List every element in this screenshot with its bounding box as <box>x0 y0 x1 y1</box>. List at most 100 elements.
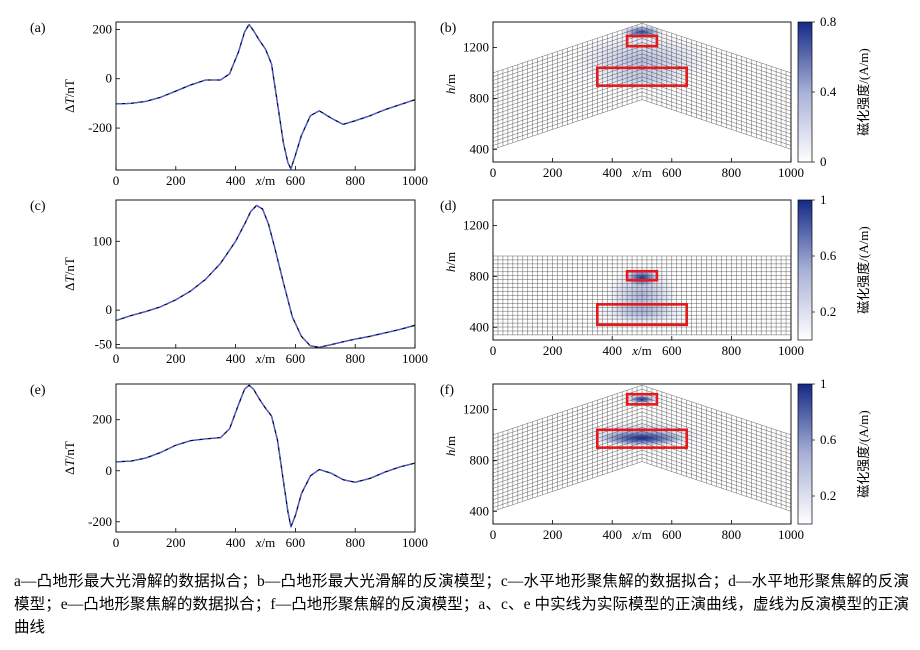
panel-label-d: (d) <box>440 199 457 214</box>
colorbar-d: 0.2 0.6 1 磁化强度/(A/m) <box>797 192 871 341</box>
true-model-box <box>625 269 659 282</box>
dashed-curve-a <box>116 23 415 170</box>
x-tick-label: 1000 <box>402 173 428 188</box>
x-axis-label-b: x/m <box>631 165 652 180</box>
axes-frame-f <box>492 383 792 525</box>
x-tick-label: 200 <box>166 173 186 188</box>
y-tick-label: 1200 <box>463 39 489 54</box>
x-tick-label: 0 <box>113 173 120 188</box>
colorbar-gradient <box>797 21 813 163</box>
true-model-box <box>595 303 688 327</box>
y-axis-label-c: ΔT/nT <box>62 257 77 291</box>
colorbar-title: 磁化强度/(A/m) <box>856 410 871 497</box>
x-tick-label: 600 <box>662 527 682 542</box>
x-tick-label: 200 <box>543 343 563 358</box>
x-tick-label: 400 <box>602 165 622 180</box>
x-axis-label-a: x/m <box>255 173 276 188</box>
y-axis-label-e: ΔT/nT <box>62 441 77 475</box>
x-tick-label: 0 <box>490 527 497 542</box>
y-tick-label: 200 <box>93 412 113 427</box>
x-tick-label: 0 <box>490 165 497 180</box>
x-tick-label: 200 <box>543 527 563 542</box>
y-tick-label: -50 <box>95 337 112 352</box>
figure-caption: a—凸地形最大光滑解的数据拟合；b—凸地形最大光滑解的反演模型；c—水平地形聚焦… <box>14 573 909 636</box>
y-tick-label: 400 <box>470 319 490 334</box>
x-tick-label: 600 <box>662 343 682 358</box>
y-axis-label-d: h/m <box>443 252 458 272</box>
colorbar-tick-label: 0.8 <box>820 14 836 29</box>
solid-curve-c <box>116 204 415 348</box>
x-tick-label: 200 <box>543 165 563 180</box>
colorbar-b: 0 0.4 0.8 磁化强度/(A/m) <box>797 14 871 169</box>
colorbar-gradient <box>797 199 813 341</box>
x-tick-label: 800 <box>345 535 365 550</box>
mesh-line <box>493 453 791 504</box>
x-tick-label: 200 <box>166 535 186 550</box>
magnetization-body <box>579 420 705 449</box>
x-tick-label: 1000 <box>402 351 428 366</box>
axes-frame-b <box>492 21 792 163</box>
plot-area-f <box>493 385 791 512</box>
x-axis-label-e: x/m <box>255 535 276 550</box>
mesh-line <box>493 415 791 466</box>
x-axis-label-d: x/m <box>631 343 652 358</box>
colorbar-title: 磁化强度/(A/m) <box>856 48 871 135</box>
y-axis-label-f: h/m <box>443 436 458 456</box>
mesh-line <box>493 449 791 501</box>
x-tick-label: 400 <box>602 343 622 358</box>
mesh-line <box>493 407 791 459</box>
x-tick-label: 400 <box>602 527 622 542</box>
y-axis-label-a: ΔT/nT <box>62 79 77 113</box>
dashed-curve-c <box>116 204 415 348</box>
x-tick-label: 600 <box>286 351 306 366</box>
x-tick-label: 600 <box>286 173 306 188</box>
x-tick-label: 1000 <box>778 165 804 180</box>
plot-area-a <box>116 23 415 170</box>
y-tick-label: 800 <box>470 268 490 283</box>
x-axis-label-f: x/m <box>631 527 652 542</box>
x-tick-label: 0 <box>113 535 120 550</box>
x-tick-label: 800 <box>722 527 742 542</box>
colorbar-gradient <box>797 383 813 525</box>
solid-curve-e <box>116 384 415 528</box>
x-tick-label: 1000 <box>778 527 804 542</box>
colorbar-title: 磁化强度/(A/m) <box>856 226 871 313</box>
plot-area-c <box>116 204 415 348</box>
axes-frame-e <box>115 383 416 533</box>
true-model-box <box>595 428 688 449</box>
true-model-box <box>625 392 659 406</box>
x-tick-label: 800 <box>722 165 742 180</box>
panel-label-c: (c) <box>30 199 46 214</box>
x-tick-label: 0 <box>113 351 120 366</box>
panel-f: (f)0 200 400 600 800 10004008001200x/mh/m0.20… <box>440 376 871 542</box>
mesh-line <box>493 23 791 74</box>
axes-frame-a <box>115 21 416 171</box>
x-tick-label: 400 <box>226 535 246 550</box>
axes-frame-d <box>492 199 792 341</box>
panel-label-e: (e) <box>30 383 46 398</box>
mesh-line <box>493 95 791 146</box>
x-tick-label: 200 <box>166 351 186 366</box>
y-tick-label: -200 <box>88 514 112 529</box>
colorbar-tick-label: 0.2 <box>820 304 836 319</box>
y-tick-label: 800 <box>470 452 490 467</box>
colorbar-f: 0.2 0.6 1 磁化强度/(A/m) <box>797 376 871 525</box>
plot-area-e <box>116 384 415 528</box>
colorbar-tick-label: 0 <box>820 154 827 169</box>
y-tick-label: 0 <box>106 71 113 86</box>
colorbar-tick-label: 1 <box>820 192 827 207</box>
x-tick-label: 400 <box>226 351 246 366</box>
x-tick-label: 1000 <box>778 343 804 358</box>
x-tick-label: 1000 <box>402 535 428 550</box>
mesh-line <box>493 461 791 512</box>
true-model-box <box>625 34 659 48</box>
y-tick-label: 1200 <box>463 401 489 416</box>
mesh-line <box>493 99 791 150</box>
panel-label-b: (b) <box>440 21 457 36</box>
y-tick-label: 0 <box>106 463 113 478</box>
y-tick-label: 400 <box>470 503 490 518</box>
x-tick-label: 0 <box>490 343 497 358</box>
panel-d: (d)0 200 400 600 800 10004008001200x/mh/m0.20… <box>440 192 871 358</box>
panel-label-a: (a) <box>30 21 46 36</box>
